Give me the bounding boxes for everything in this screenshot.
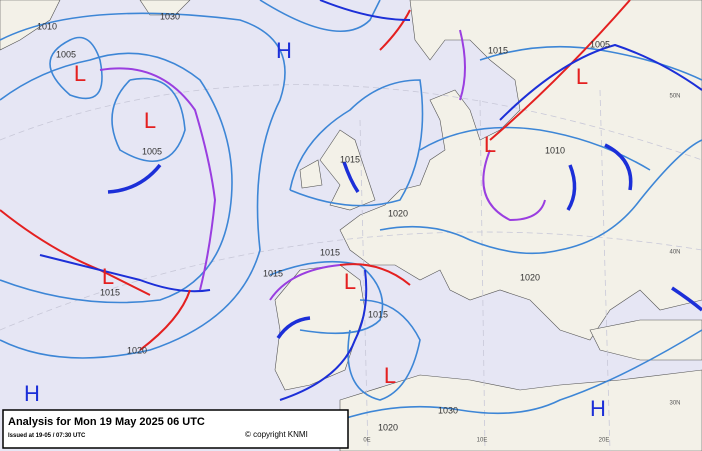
- labels: HHHHLLLLLLLL1010103010051005101510201015…: [24, 11, 680, 444]
- footer-box: [2, 409, 349, 449]
- isobar-label: 1030: [160, 11, 180, 21]
- grid-label: 40N: [669, 250, 680, 256]
- isobar-label: 1015: [368, 309, 388, 319]
- grid-label: 30N: [669, 401, 680, 407]
- isobar-label: 1005: [56, 49, 76, 59]
- isobar-label: 1020: [388, 208, 408, 218]
- isobar-label: 1015: [100, 287, 120, 297]
- pressure-center: L: [576, 64, 588, 89]
- isobar-label: 1015: [488, 45, 508, 55]
- isobar-label: 1005: [590, 39, 610, 49]
- isobar-label: 1010: [545, 145, 565, 155]
- isobar-label: 1015: [320, 247, 340, 257]
- grid-label: 20E: [599, 438, 610, 444]
- footer: Analysis for Mon 19 May 2025 06 UTC Issu…: [2, 409, 349, 449]
- isobar-label: 1005: [142, 146, 162, 156]
- isobar-label: 1020: [520, 272, 540, 282]
- isobar-label: 1030: [438, 405, 458, 415]
- pressure-center: L: [344, 269, 356, 294]
- isobar-label: 1015: [340, 154, 360, 164]
- pressure-center: L: [384, 363, 396, 388]
- isobar-label: 1010: [37, 21, 57, 31]
- fronts: [0, 0, 702, 401]
- footer-issued: Issued at 19-05 / 07:30 UTC: [8, 433, 86, 439]
- pressure-center: L: [484, 132, 496, 157]
- footer-title: Analysis for Mon 19 May 2025 06 UTC: [8, 416, 205, 428]
- pressure-center: H: [590, 396, 606, 421]
- footer-copyright: © copyright KNMI: [245, 430, 308, 439]
- pressure-center: H: [24, 381, 40, 406]
- pressure-center: L: [144, 108, 156, 133]
- isobar-label: 1015: [263, 268, 283, 278]
- isobar-label: 1020: [127, 345, 147, 355]
- isobar-label: 1020: [378, 422, 398, 432]
- grid-label: 10E: [477, 438, 488, 444]
- grid-label: 50N: [669, 94, 680, 100]
- pressure-center: H: [276, 38, 292, 63]
- grid-label: 0E: [363, 438, 370, 444]
- pressure-center: L: [102, 264, 114, 289]
- pressure-center: L: [74, 61, 86, 86]
